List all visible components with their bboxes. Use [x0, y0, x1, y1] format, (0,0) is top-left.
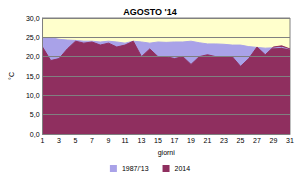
- svg-text:13: 13: [138, 137, 146, 144]
- svg-text:21: 21: [204, 137, 212, 144]
- svg-text:1: 1: [41, 137, 45, 144]
- svg-text:20,0: 20,0: [26, 53, 40, 60]
- svg-text:15: 15: [154, 137, 162, 144]
- svg-text:23: 23: [220, 137, 228, 144]
- svg-text:3: 3: [57, 137, 61, 144]
- svg-text:25,0: 25,0: [26, 34, 40, 41]
- svg-text:17: 17: [171, 137, 179, 144]
- svg-text:5: 5: [74, 137, 78, 144]
- svg-text:1987/'13: 1987/'13: [122, 165, 149, 172]
- svg-text:2014: 2014: [175, 165, 191, 172]
- svg-text:29: 29: [270, 137, 278, 144]
- svg-text:31: 31: [286, 137, 294, 144]
- svg-text:25: 25: [237, 137, 245, 144]
- svg-text:5,0: 5,0: [30, 111, 40, 118]
- svg-text:30,0: 30,0: [26, 15, 40, 22]
- svg-text:0,0: 0,0: [30, 131, 40, 138]
- svg-text:°C: °C: [8, 72, 15, 80]
- svg-text:7: 7: [90, 137, 94, 144]
- svg-text:15,0: 15,0: [26, 73, 40, 80]
- svg-text:11: 11: [121, 137, 128, 144]
- svg-text:27: 27: [253, 137, 261, 144]
- svg-text:10,0: 10,0: [26, 92, 40, 99]
- svg-text:giorni: giorni: [158, 149, 176, 157]
- svg-text:19: 19: [187, 137, 195, 144]
- svg-text:9: 9: [107, 137, 111, 144]
- svg-text:AGOSTO '14: AGOSTO '14: [123, 7, 177, 17]
